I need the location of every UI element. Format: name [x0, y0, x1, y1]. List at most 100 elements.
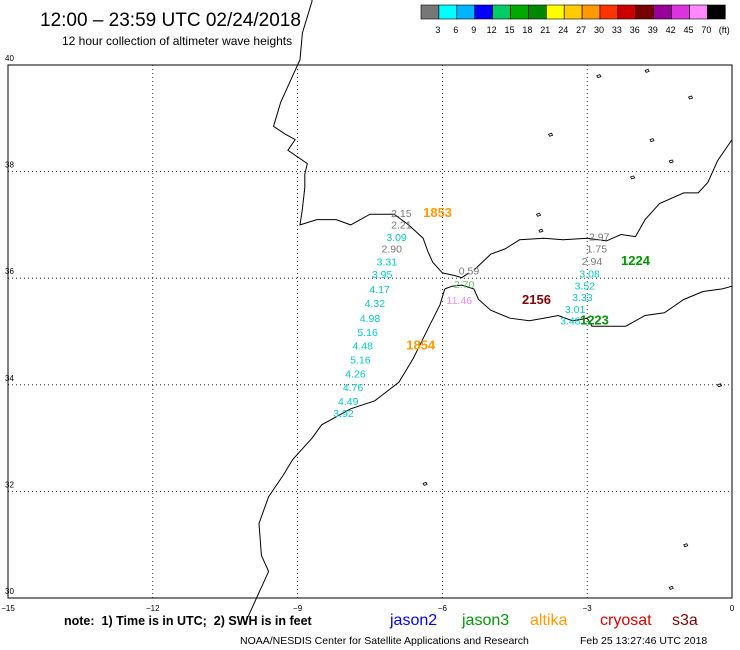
wave-height-label: 3.08 — [579, 269, 600, 281]
wave-height-label: 4.17 — [369, 284, 390, 296]
colorbar-label: 24 — [558, 25, 568, 35]
colorbar-label: 30 — [594, 25, 604, 35]
pass-time-label: 1224 — [621, 253, 651, 268]
wave-height-label: 3.52 — [575, 280, 596, 292]
island-outline — [630, 175, 636, 180]
island-outline — [644, 68, 650, 73]
colorbar-label: 18 — [522, 25, 532, 35]
island-outline — [548, 132, 554, 137]
wave-height-label: 4.26 — [345, 368, 366, 380]
wave-height-label: 2.21 — [391, 220, 412, 232]
wave-height-label: 3.01 — [565, 304, 586, 316]
coastline-segment — [444, 284, 733, 327]
wave-height-label: 4.32 — [365, 298, 386, 310]
longitude-tick-label: −9 — [293, 604, 303, 613]
pass-time-label: 1223 — [580, 313, 609, 328]
colorbar-swatch — [581, 4, 601, 20]
island-outline — [668, 159, 674, 164]
longitude-tick-label: −15 — [1, 604, 15, 613]
wave-height-label: 4.76 — [343, 382, 364, 394]
colorbar-swatch — [563, 4, 583, 20]
wave-height-label: 5.16 — [357, 327, 378, 339]
island-outline — [422, 481, 428, 486]
wave-height-label: 5.16 — [350, 354, 371, 366]
colorbar-label: 45 — [683, 25, 693, 35]
pass-time-label: 2156 — [522, 292, 551, 307]
latitude-tick-label: 38 — [5, 161, 14, 170]
wave-height-label: 3.33 — [572, 292, 593, 304]
color-scale-legend: 3 6 9 12 15 18 21 24 27 30 33 36 39 42 45 70 (ft) — [420, 4, 730, 35]
wave-height-label: 2.70 — [454, 279, 475, 291]
colorbar-swatch — [653, 4, 672, 20]
colorbar-swatch — [689, 4, 708, 20]
colorbar-label: 33 — [612, 25, 622, 35]
legend-jason2: jason2 — [389, 612, 437, 629]
legend-cryosat: cryosat — [600, 612, 652, 629]
pass-time-label: 1853 — [423, 205, 452, 220]
map-gridlines — [8, 65, 732, 598]
wave-height-label: 3.31 — [377, 256, 398, 268]
colorbar-swatch — [420, 4, 440, 20]
colorbar-swatch — [707, 4, 726, 20]
island-outline — [596, 74, 602, 79]
colorbar-label: (ft) — [719, 25, 730, 35]
island-outline — [716, 383, 723, 388]
colorbar-swatch — [510, 4, 529, 20]
coastline-segment — [244, 288, 446, 625]
coastline — [244, 0, 733, 625]
page-title: 12:00 – 23:59 UTC 02/24/2018 — [40, 10, 301, 31]
wave-height-label: 1.75 — [587, 244, 608, 256]
island-outline — [668, 585, 674, 590]
colorbar-swatch — [545, 4, 565, 20]
wave-height-label: 4.49 — [338, 396, 359, 408]
colorbar-label: 3 — [435, 25, 440, 35]
legend-jason3: jason3 — [461, 612, 509, 629]
colorbar-label: 27 — [576, 25, 586, 35]
wave-height-label: 2.97 — [589, 231, 610, 243]
wave-height-label: 4.98 — [360, 313, 381, 325]
coastline-segment — [272, 0, 470, 279]
wave-height-label: 2.94 — [582, 256, 603, 268]
colorbar-label: 12 — [487, 25, 497, 35]
colorbar-label: 42 — [666, 25, 676, 35]
latitude-tick-label: 34 — [5, 374, 14, 383]
page-subtitle: 12 hour collection of altimeter wave hei… — [62, 34, 292, 48]
wave-height-label: 4.48 — [353, 341, 374, 353]
wave-height-observations: 2.152.213.092.903.313.95 4.17 4.32 4.98 5.16… — [333, 208, 609, 420]
legend-s3a: s3a — [672, 612, 698, 629]
longitude-tick-label: 0 — [730, 604, 735, 613]
colorbar-swatch — [438, 4, 458, 20]
pass-time-labels: 1853 1854 2156 1224 1223 — [406, 205, 650, 353]
colorbar-label: 36 — [630, 25, 640, 35]
longitude-tick-label: −6 — [438, 604, 448, 613]
colorbar-swatch — [599, 4, 619, 20]
latitude-tick-label: 32 — [5, 480, 14, 489]
footer-credit: NOAA/NESDIS Center for Satellite Applica… — [240, 635, 529, 647]
colorbar-swatch — [474, 4, 493, 20]
colorbar-label: 9 — [471, 25, 476, 35]
satellite-legend: jason2 jason3 altika cryosat s3a — [389, 612, 698, 629]
island-outline — [687, 95, 694, 100]
map-axis-ticks: 40 38 36 34 32 30 −15 −12 −9 −6 −3 0 — [1, 54, 735, 613]
colorbar-swatch — [528, 4, 547, 20]
latitude-tick-label: 40 — [5, 54, 14, 63]
wave-height-label: 3.92 — [333, 408, 354, 420]
map-frame — [7, 64, 733, 599]
pass-time-label: 1854 — [406, 338, 436, 353]
wave-height-label: 2.15 — [391, 208, 412, 220]
colorbar-swatch — [635, 4, 654, 20]
wave-height-label: 2.90 — [382, 244, 403, 256]
longitude-tick-label: −3 — [583, 604, 593, 613]
colorbar-label: 21 — [540, 25, 550, 35]
wave-height-label: 11.46 — [447, 295, 473, 307]
island-outline — [649, 138, 655, 143]
footer-timestamp: Feb 25 13:27:46 UTC 2018 — [580, 635, 707, 647]
colorbar-swatch — [492, 4, 511, 20]
wave-height-label: 3.09 — [386, 232, 407, 244]
colorbar-swatch — [456, 4, 475, 20]
longitude-tick-label: −12 — [146, 604, 160, 613]
island-outline — [535, 212, 542, 217]
footer-note: note: 1) Time is in UTC; 2) SWH is in fe… — [64, 614, 313, 628]
